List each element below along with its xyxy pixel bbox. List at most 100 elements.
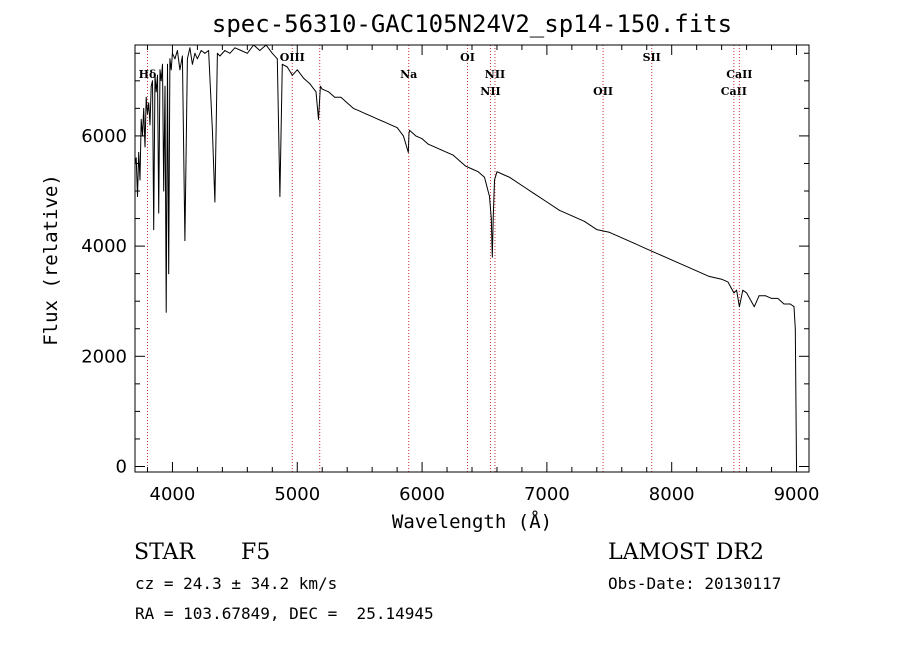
x-tick-label: 6000 (399, 484, 445, 505)
spectrum-point (170, 69, 172, 71)
spectrum-point (286, 66, 288, 68)
spectrum-point (194, 52, 196, 54)
spectrum-point (296, 69, 298, 71)
spectrum-series (134, 44, 797, 467)
spectrum-point (177, 50, 178, 51)
spectrum-point (169, 58, 171, 60)
spectrum-point (208, 50, 210, 51)
emission-line-label: Hδ (139, 68, 157, 81)
spectrum-point (446, 152, 448, 153)
spectrum-point (583, 220, 585, 222)
spectrum-point (521, 185, 523, 186)
spectrum-point (140, 118, 142, 120)
x-tick-label: 8000 (649, 484, 695, 505)
spectrum-point (229, 52, 231, 54)
spectrum-point (738, 306, 740, 308)
spectrum-point (187, 58, 188, 60)
spectrum-point (502, 174, 504, 175)
spectrum-point (396, 127, 398, 129)
spectrum-point (452, 154, 454, 156)
spectrum-point (471, 168, 473, 170)
spectrum-point (167, 63, 168, 65)
spectrum-point (415, 135, 417, 137)
y-tick-label: 2000 (81, 346, 127, 367)
spectrum-point (200, 50, 202, 51)
spectrum-point (149, 124, 151, 126)
spectrum-point (409, 130, 410, 131)
spectrum-point (189, 47, 191, 49)
spectrum-point (174, 58, 176, 60)
x-tick-label: 4000 (150, 484, 196, 505)
spectrum-point (168, 273, 170, 275)
y-tick-label: 4000 (81, 236, 127, 257)
spectrum-point (259, 50, 261, 51)
spectrum-point (137, 196, 138, 197)
emission-line-label: NII (480, 85, 500, 98)
emission-line-label: OII (593, 85, 613, 98)
spectrum-point (179, 69, 181, 71)
spectrum-point (234, 47, 236, 49)
spectrum-point (346, 102, 348, 104)
coordinates: RA = 103.67849, DEC = 25.14945 (135, 604, 434, 623)
observation-date: Obs-Date: 20130117 (608, 574, 782, 593)
spectrum-point (165, 311, 167, 313)
spectrum-point (494, 179, 495, 181)
spectrum-point (402, 135, 404, 137)
spectrum-point (353, 107, 354, 109)
spectrum-point (484, 176, 485, 178)
spectrum-point (771, 298, 772, 299)
spectrum-point (408, 132, 410, 134)
spectrum-point (407, 152, 409, 153)
spectrum-point (162, 63, 163, 65)
spectrum-point (496, 171, 498, 173)
spectrum-point (384, 121, 386, 123)
spectrum-point (184, 240, 186, 241)
spectrum-point (145, 96, 147, 98)
spectrum-point (371, 116, 373, 118)
spectrum-point (721, 278, 723, 280)
spectrum-point (152, 80, 153, 82)
plot-frame (134, 44, 810, 473)
spectrum-point (163, 190, 165, 192)
spectrum-point (216, 52, 218, 54)
spectrum-point (421, 138, 423, 140)
spectrum-point (459, 160, 460, 162)
x-axis-label: Wavelength (Å) (392, 510, 552, 533)
spectrum-point (334, 96, 336, 98)
emission-line-label: OI (460, 51, 475, 64)
spectrum-point (490, 218, 492, 219)
x-ticks: 4000 5000 6000 7000 8000 9000 (146, 45, 819, 505)
spectrum-point (246, 52, 248, 54)
spectrum-point (608, 231, 610, 233)
redshift-value: cz = 24.3 ± 34.2 km/s (135, 574, 338, 593)
spectrum-point (793, 306, 795, 308)
spectrum-point (434, 146, 435, 148)
spectrum-point (315, 91, 317, 93)
spectrum-point (147, 113, 148, 115)
spectrum-point (271, 52, 273, 54)
spectrum-point (534, 193, 535, 195)
spectrum-point (318, 118, 319, 120)
spectrum-point (727, 281, 729, 283)
spectrum-point (143, 107, 145, 109)
spectrum-point (219, 55, 221, 57)
spectrum-point (783, 303, 785, 305)
emission-line-label: SII (643, 51, 661, 64)
spectrum-point (708, 276, 710, 277)
spectrum-point (683, 264, 685, 266)
spectrum-point (753, 306, 755, 308)
spectrum-point (736, 289, 738, 291)
spectrum-point (477, 171, 479, 173)
spectrum-point (558, 209, 560, 211)
spectrum-point (144, 146, 146, 148)
chart-title: spec-56310-GAC105N24V2_sp14-150.fits (212, 10, 732, 38)
spectrum-point (658, 253, 660, 255)
survey-name: LAMOST DR2 (608, 540, 764, 565)
spectrum-point (646, 248, 648, 250)
spectrum-point (492, 218, 494, 219)
spectrum-point (164, 85, 166, 87)
y-tick-label: 0 (116, 456, 127, 477)
spectrum-point (276, 58, 278, 60)
spectrum-point (279, 196, 281, 197)
